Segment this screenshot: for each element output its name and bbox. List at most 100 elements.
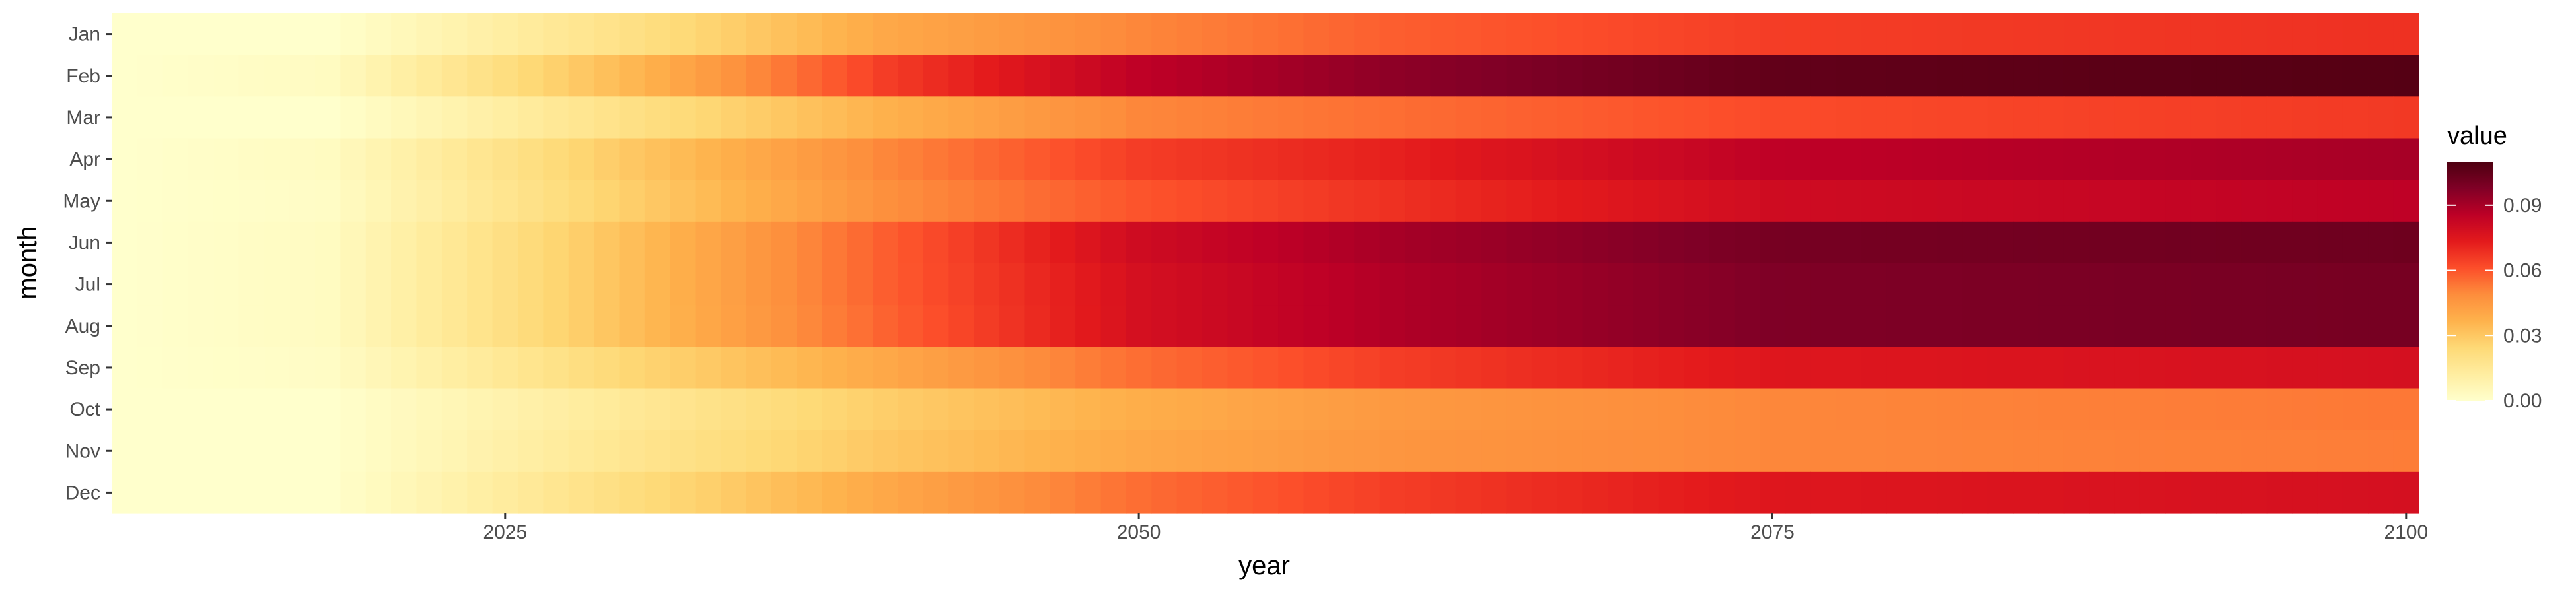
heatmap-cell xyxy=(340,471,367,514)
heatmap-cell xyxy=(1379,13,1406,55)
heatmap-cell xyxy=(543,221,569,264)
heatmap-cell xyxy=(948,263,975,306)
heatmap-cell xyxy=(2114,221,2141,264)
heatmap-cell xyxy=(619,263,645,306)
heatmap-cell xyxy=(543,138,569,181)
y-tick-label: Sep xyxy=(65,357,100,379)
heatmap-cell xyxy=(1861,180,1887,222)
heatmap-cell xyxy=(1582,13,1608,55)
heatmap-cell xyxy=(2216,55,2242,97)
heatmap-cell xyxy=(467,263,493,306)
heatmap-cell xyxy=(2393,430,2419,473)
heatmap-cell xyxy=(517,388,544,431)
heatmap-cell xyxy=(1430,180,1456,222)
heatmap-cell xyxy=(1608,180,1634,222)
heatmap-cell xyxy=(1987,180,2014,222)
heatmap-cell xyxy=(720,471,746,514)
x-tick-label: 2075 xyxy=(1750,521,1795,543)
heatmap-cell xyxy=(543,346,569,389)
heatmap-cell xyxy=(1709,55,1735,97)
heatmap-cell xyxy=(2342,96,2369,139)
heatmap-cell xyxy=(2165,55,2192,97)
heatmap-cell xyxy=(2216,96,2242,139)
heatmap-cell xyxy=(2241,180,2268,222)
heatmap-cell xyxy=(1760,263,1786,306)
heatmap-cell xyxy=(1405,13,1431,55)
heatmap-cell xyxy=(1075,13,1102,55)
heatmap-cell xyxy=(771,180,797,222)
heatmap-cell xyxy=(2317,430,2343,473)
heatmap-cell xyxy=(568,96,594,139)
heatmap-cell xyxy=(543,305,569,347)
heatmap-cell xyxy=(112,221,138,264)
heatmap-cell xyxy=(2038,96,2065,139)
heatmap-cell xyxy=(492,221,519,264)
heatmap-cell xyxy=(1506,138,1532,181)
heatmap-cell xyxy=(644,346,670,389)
heatmap-cell xyxy=(112,471,138,514)
legend-title: value xyxy=(2447,122,2507,150)
heatmap-cell xyxy=(873,221,899,264)
heatmap-cell xyxy=(2038,138,2065,181)
heatmap-cell xyxy=(264,13,291,55)
heatmap-cell xyxy=(112,346,138,389)
heatmap-cell xyxy=(1176,138,1203,181)
heatmap-cell xyxy=(695,13,721,55)
heatmap-cell xyxy=(314,305,341,347)
heatmap-cell xyxy=(720,55,746,97)
heatmap-cell xyxy=(1785,346,1811,389)
heatmap-cell xyxy=(1227,180,1254,222)
heatmap-cell xyxy=(1684,346,1710,389)
heatmap-cell xyxy=(1430,305,1456,347)
heatmap-cell xyxy=(2038,13,2065,55)
heatmap-cell xyxy=(1886,263,1913,306)
heatmap-cell xyxy=(517,180,544,222)
heatmap-cell xyxy=(1633,96,1659,139)
heatmap-cell xyxy=(923,471,949,514)
heatmap-cell xyxy=(2368,221,2394,264)
heatmap-cell xyxy=(1278,471,1305,514)
heatmap-cell xyxy=(1937,180,1963,222)
heatmap-cell xyxy=(1278,263,1305,306)
heatmap-cell xyxy=(441,305,468,347)
heatmap-cell xyxy=(1608,388,1634,431)
heatmap-cell xyxy=(2139,305,2166,347)
heatmap-cell xyxy=(822,221,848,264)
heatmap-cell xyxy=(974,13,1000,55)
heatmap-cell xyxy=(1430,13,1456,55)
heatmap-cell xyxy=(543,180,569,222)
heatmap-cell xyxy=(1582,430,1608,473)
x-tick-label: 2100 xyxy=(2384,521,2428,543)
heatmap-cell xyxy=(797,96,823,139)
heatmap-cell xyxy=(2266,180,2293,222)
heatmap-cell xyxy=(1582,263,1608,306)
heatmap-cell xyxy=(1354,180,1380,222)
heatmap-cell xyxy=(2241,346,2268,389)
heatmap-cell xyxy=(1227,346,1254,389)
heatmap-cell xyxy=(670,346,696,389)
heatmap-cell xyxy=(1937,55,1963,97)
heatmap-cell xyxy=(2165,138,2192,181)
heatmap-cell xyxy=(1405,430,1431,473)
heatmap-cell xyxy=(137,305,164,347)
heatmap-cell xyxy=(2089,96,2116,139)
heatmap-cell xyxy=(314,388,341,431)
heatmap-cell xyxy=(1151,346,1178,389)
heatmap-cell xyxy=(999,138,1026,181)
heatmap-cell xyxy=(974,55,1000,97)
heatmap-cell xyxy=(720,13,746,55)
heatmap-cell xyxy=(2114,13,2141,55)
heatmap-cell xyxy=(1050,221,1076,264)
heatmap-cell xyxy=(112,138,138,181)
heatmap-cell xyxy=(238,221,265,264)
y-tick-label: May xyxy=(63,190,100,212)
heatmap-cell xyxy=(873,305,899,347)
heatmap-cell xyxy=(797,55,823,97)
heatmap-cell xyxy=(1912,138,1938,181)
heatmap-cell xyxy=(974,263,1000,306)
heatmap-cell xyxy=(264,138,291,181)
heatmap-cell xyxy=(1278,305,1305,347)
heatmap-cell xyxy=(2063,430,2090,473)
heatmap-cell xyxy=(1126,388,1152,431)
